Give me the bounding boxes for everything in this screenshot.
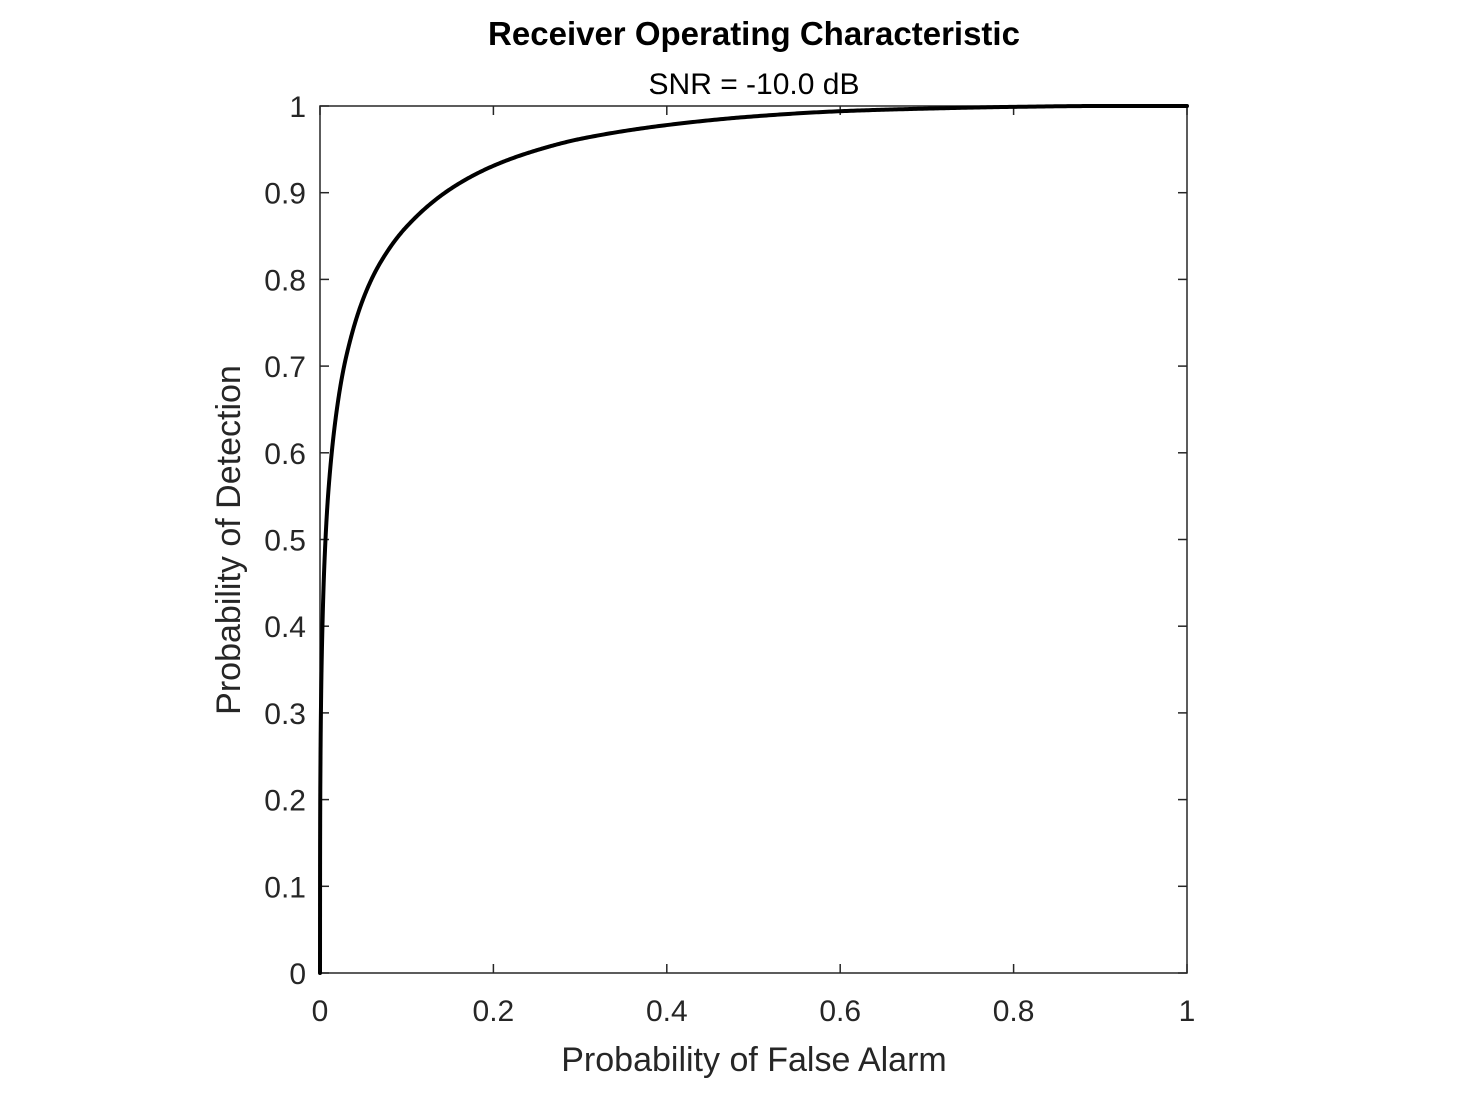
x-axis-label: Probability of False Alarm <box>561 1041 947 1079</box>
x-tick-label: 1 <box>1179 995 1196 1028</box>
y-tick-label: 0.3 <box>264 698 306 731</box>
y-axis-label: Probability of Detection <box>210 365 248 715</box>
x-tick-label: 0 <box>312 995 329 1028</box>
plot-area: 0 0.2 0.4 0.6 0.8 1 0 0.1 0.2 0.3 0.4 0.5 0.6 0.7 0.8… <box>264 91 1195 1028</box>
axes-box <box>319 105 1188 974</box>
y-tick-label: 0.9 <box>264 178 306 211</box>
y-tick-label: 0 <box>289 958 306 991</box>
chart-title: Receiver Operating Characteristic <box>488 15 1020 52</box>
y-tick-label: 0.1 <box>264 871 306 904</box>
x-tick-label: 0.4 <box>646 995 688 1028</box>
y-tick-label: 0.8 <box>264 264 306 297</box>
x-tick-label: 0.6 <box>819 995 861 1028</box>
y-tick-label: 0.6 <box>264 438 306 471</box>
y-tick-label: 0.2 <box>264 785 306 818</box>
y-tick-label: 1 <box>289 91 306 124</box>
x-tick-label: 0.8 <box>993 995 1035 1028</box>
y-axis-ticks: 0 0.1 0.2 0.3 0.4 0.5 0.6 0.7 0.8 0.9 1 <box>264 91 1187 991</box>
series-layer <box>318 104 1189 975</box>
x-tick-label: 0.2 <box>473 995 515 1028</box>
y-tick-label: 0.5 <box>264 525 306 558</box>
y-tick-label: 0.7 <box>264 351 306 384</box>
y-tick-label: 0.4 <box>264 611 306 644</box>
roc-curve <box>318 104 1189 975</box>
chart-subtitle: SNR = -10.0 dB <box>649 68 860 101</box>
